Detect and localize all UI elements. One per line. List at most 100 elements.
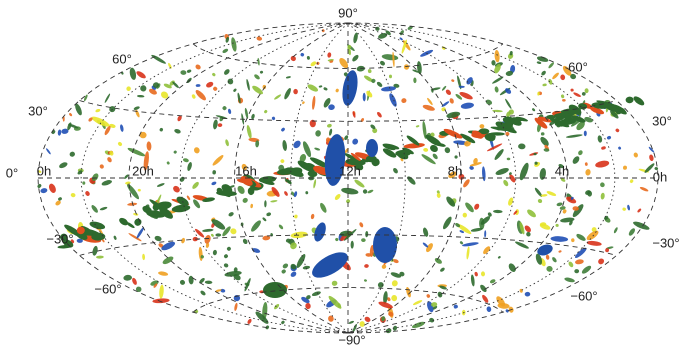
hour-label: 12h bbox=[339, 163, 361, 178]
source bbox=[364, 279, 368, 282]
source bbox=[551, 72, 560, 80]
source bbox=[174, 128, 182, 134]
source bbox=[426, 294, 431, 299]
source bbox=[568, 261, 575, 268]
source bbox=[486, 306, 492, 312]
source bbox=[536, 61, 541, 64]
source bbox=[492, 110, 503, 113]
source bbox=[37, 183, 42, 189]
source bbox=[575, 259, 584, 265]
source bbox=[546, 266, 553, 273]
source bbox=[311, 96, 315, 110]
source bbox=[328, 315, 335, 322]
source bbox=[70, 192, 76, 197]
source bbox=[364, 264, 369, 268]
source bbox=[573, 92, 582, 98]
source bbox=[360, 117, 364, 122]
source bbox=[180, 70, 186, 75]
source bbox=[127, 146, 146, 157]
source bbox=[537, 198, 543, 204]
source bbox=[365, 231, 368, 237]
source bbox=[225, 139, 230, 147]
source bbox=[311, 290, 321, 297]
source bbox=[212, 170, 216, 175]
source bbox=[502, 179, 509, 187]
source bbox=[226, 246, 232, 252]
source bbox=[129, 67, 137, 80]
source bbox=[69, 151, 76, 157]
source bbox=[491, 60, 496, 66]
source bbox=[627, 204, 631, 210]
source bbox=[379, 60, 386, 67]
source bbox=[628, 227, 637, 237]
source bbox=[514, 240, 529, 250]
source bbox=[212, 119, 218, 130]
source bbox=[364, 316, 372, 323]
source bbox=[283, 87, 292, 100]
source bbox=[484, 230, 486, 237]
source bbox=[412, 299, 422, 306]
source bbox=[198, 247, 203, 261]
source bbox=[315, 130, 322, 137]
source bbox=[574, 269, 579, 273]
source bbox=[186, 162, 192, 172]
source bbox=[266, 212, 272, 217]
source bbox=[211, 181, 217, 186]
source bbox=[444, 147, 451, 154]
source bbox=[629, 179, 634, 184]
source bbox=[319, 85, 323, 88]
source bbox=[104, 93, 111, 103]
source bbox=[460, 102, 474, 110]
source bbox=[250, 219, 263, 233]
source bbox=[205, 280, 213, 284]
source bbox=[481, 271, 485, 276]
source bbox=[83, 94, 88, 102]
source bbox=[305, 303, 311, 310]
source bbox=[211, 154, 224, 167]
latitude-label: −60° bbox=[570, 288, 597, 303]
source bbox=[606, 135, 611, 140]
source bbox=[595, 160, 610, 169]
source bbox=[571, 238, 575, 242]
source bbox=[562, 99, 566, 102]
source bbox=[223, 254, 228, 259]
source bbox=[281, 320, 286, 325]
source bbox=[101, 179, 113, 187]
source bbox=[445, 89, 452, 96]
source bbox=[482, 166, 486, 181]
source bbox=[202, 228, 214, 232]
source bbox=[466, 246, 470, 259]
source bbox=[625, 96, 633, 103]
source bbox=[314, 147, 320, 151]
source bbox=[57, 129, 61, 136]
latitude-label: −60° bbox=[94, 281, 121, 296]
source bbox=[48, 183, 58, 194]
source bbox=[416, 125, 420, 128]
source bbox=[233, 88, 237, 93]
source bbox=[282, 140, 288, 151]
source bbox=[313, 179, 317, 188]
source bbox=[123, 274, 132, 281]
source bbox=[263, 109, 268, 114]
source bbox=[367, 69, 371, 74]
source bbox=[540, 70, 546, 76]
source bbox=[323, 87, 328, 91]
source bbox=[215, 233, 221, 236]
source bbox=[191, 181, 200, 190]
source bbox=[54, 200, 61, 207]
source bbox=[542, 83, 547, 86]
source bbox=[399, 37, 403, 41]
source bbox=[426, 97, 433, 105]
source bbox=[340, 69, 360, 107]
latitude-label: −30° bbox=[652, 235, 679, 250]
source bbox=[307, 56, 311, 60]
source bbox=[227, 78, 235, 86]
source bbox=[361, 238, 366, 242]
source bbox=[154, 235, 162, 242]
source bbox=[84, 190, 90, 197]
source bbox=[193, 146, 200, 154]
hour-label: 8h bbox=[448, 163, 462, 178]
source bbox=[622, 207, 626, 211]
label-layer: 90° −90° 60°30°0°−30°−60°60°30°−30°−60°0… bbox=[6, 5, 680, 347]
source bbox=[493, 148, 505, 161]
